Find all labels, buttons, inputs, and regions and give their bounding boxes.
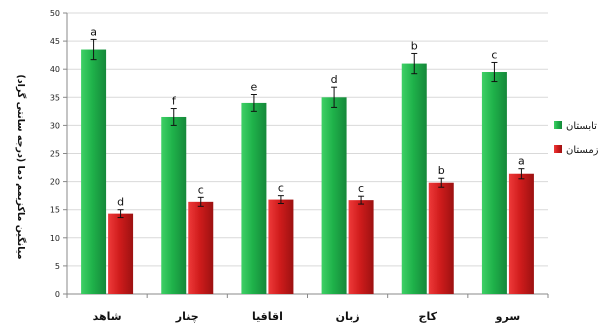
bar — [348, 200, 374, 294]
category-label: اقاقیا — [252, 310, 283, 323]
y-tick-label: 5 — [55, 262, 60, 271]
bars — [81, 38, 534, 294]
y-tick-label: 25 — [50, 150, 60, 159]
axes — [63, 12, 549, 298]
significance-label: e — [251, 80, 258, 93]
bar — [81, 49, 107, 294]
significance-label: d — [117, 196, 124, 209]
y-tick-label: 0 — [55, 290, 60, 299]
y-tick-label: 10 — [50, 234, 60, 243]
category-label: سرو — [495, 310, 521, 323]
significance-label: c — [491, 48, 497, 61]
legend-label: تابستان — [566, 121, 597, 132]
significance-label: a — [518, 155, 525, 168]
bar — [188, 201, 214, 294]
bar — [428, 182, 454, 294]
y-axis-label: میانگین ماکزیمم دما (درجه سانتی گراد) — [15, 74, 27, 259]
labels: 0 5 10 15 20 25 30 35 40 45 50 a d شاهد f c چنار e c اقاقیا… — [50, 9, 525, 324]
bar — [108, 213, 134, 294]
significance-label: d — [331, 73, 338, 86]
y-tick-label: 15 — [50, 206, 60, 215]
legend-swatch — [554, 145, 562, 153]
significance-label: f — [172, 95, 177, 108]
significance-label: b — [411, 39, 418, 52]
legend: تابستان زمستان — [554, 121, 599, 156]
bar — [321, 97, 347, 294]
bar — [508, 173, 534, 294]
y-tick-label: 20 — [50, 178, 60, 187]
y-tick-label: 45 — [50, 37, 60, 46]
y-tick-label: 50 — [50, 9, 60, 18]
legend-label: زمستان — [566, 145, 599, 156]
legend-swatch — [554, 121, 562, 129]
bar — [241, 102, 267, 294]
category-label: شاهد — [93, 310, 122, 323]
bar — [268, 199, 294, 294]
significance-label: c — [198, 183, 204, 196]
y-tick-label: 30 — [50, 121, 60, 130]
significance-label: a — [90, 25, 97, 38]
category-label: کاج — [419, 310, 438, 324]
significance-label: c — [278, 182, 284, 195]
y-tick-label: 35 — [50, 93, 60, 102]
y-tick-label: 40 — [50, 65, 60, 74]
significance-label: c — [358, 182, 364, 195]
gridlines — [67, 12, 548, 267]
category-label: چنار — [175, 310, 199, 323]
bar — [401, 63, 427, 294]
category-label: زبان — [336, 310, 360, 323]
bar — [161, 116, 187, 294]
bar — [481, 72, 507, 294]
significance-label: b — [438, 164, 445, 177]
